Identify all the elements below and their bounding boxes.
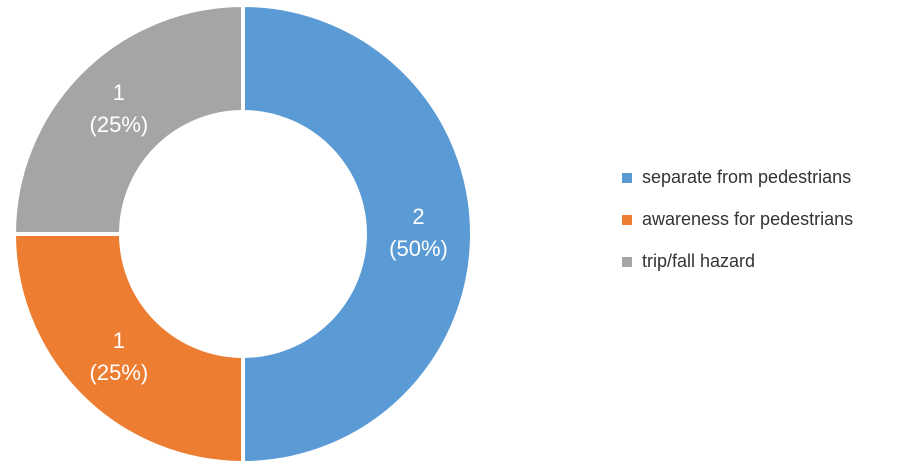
slice-percent-label-2: (25%) <box>90 112 149 137</box>
legend-item-trip-fall-hazard: trip/fall hazard <box>622 251 853 271</box>
legend-item-separate-from-pedestrians: separate from pedestrians <box>622 167 853 187</box>
donut-slice-0 <box>241 2 474 462</box>
donut-slice-1 <box>11 232 245 462</box>
chart-legend: separate from pedestrians awareness for … <box>622 167 854 294</box>
slice-value-label-0: 2 <box>412 204 424 229</box>
legend-swatch-gray <box>622 256 632 267</box>
slice-percent-label-1: (25%) <box>90 360 149 385</box>
legend-swatch-orange <box>622 214 632 225</box>
donut-slice-2 <box>11 2 245 236</box>
slice-value-label-1: 1 <box>113 328 125 353</box>
legend-label: separate from pedestrians <box>642 167 852 187</box>
legend-item-awareness-for-pedestrians: awareness for pedestrians <box>622 209 854 229</box>
legend-label: awareness for pedestrians <box>642 209 854 229</box>
slice-percent-label-0: (50%) <box>389 236 448 261</box>
legend-label: trip/fall hazard <box>642 251 756 271</box>
slice-value-label-2: 1 <box>113 80 125 105</box>
legend-swatch-blue <box>622 172 632 183</box>
